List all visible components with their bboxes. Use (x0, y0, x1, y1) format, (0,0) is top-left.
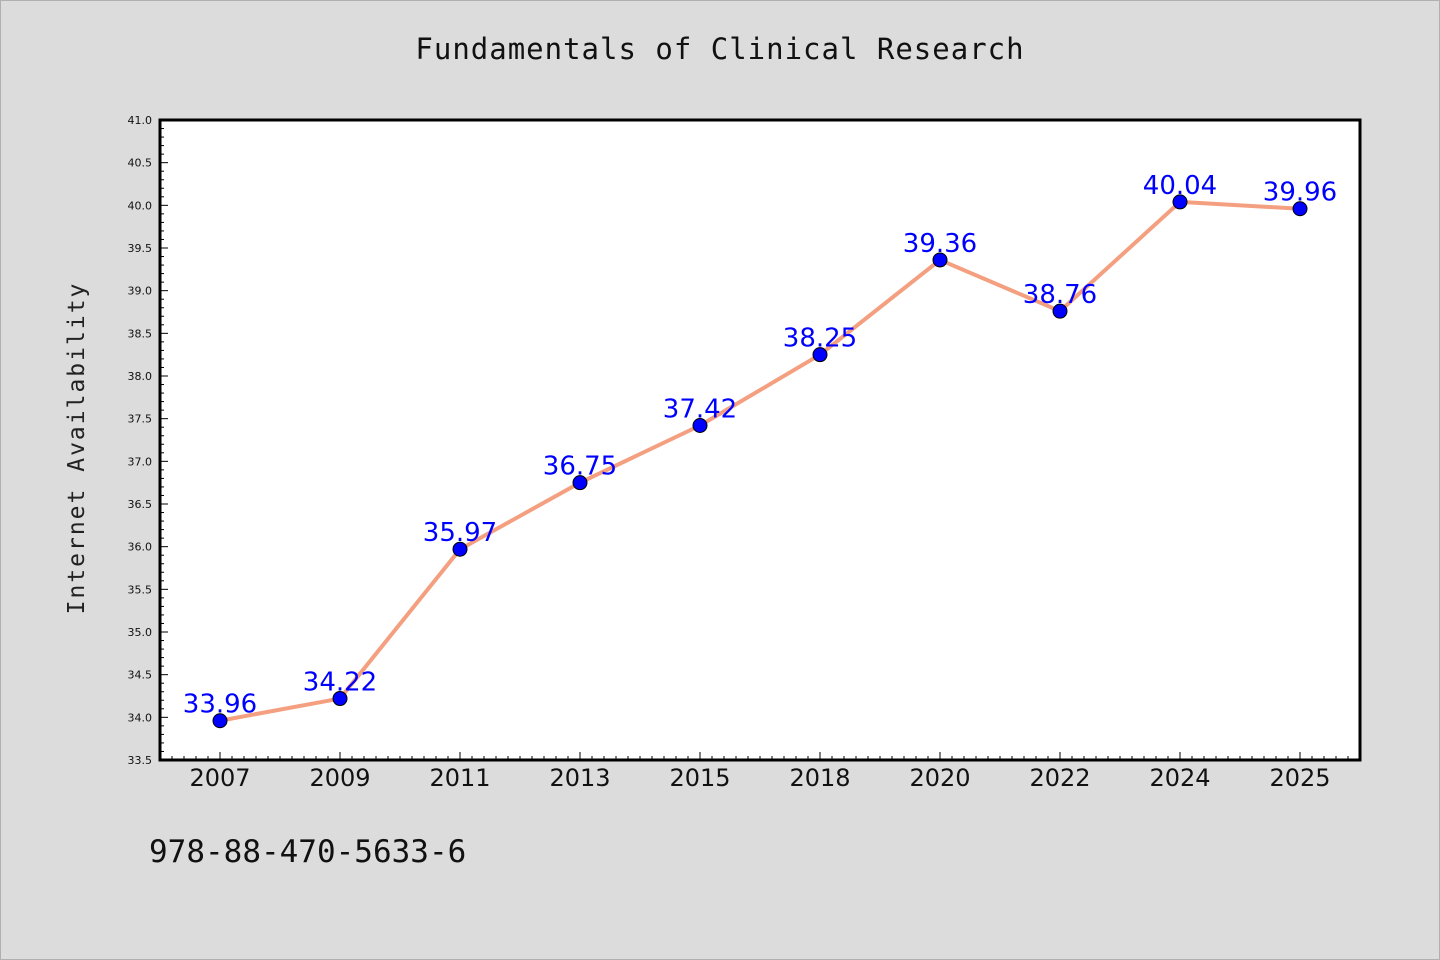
x-axis-ticks: 2007 2009 2011 2013 2015 2018 2020 2022 2024 2025 (171, 752, 1349, 792)
plot-border (158, 118, 1362, 762)
x-tick-label: 2020 (909, 764, 970, 792)
y-tick-label: 39.0 (128, 285, 153, 298)
data-point (1292, 201, 1308, 217)
y-tick-label: 40.0 (128, 199, 153, 212)
plot-area (160, 120, 1360, 760)
y-tick-label: 33.5 (128, 754, 153, 767)
data-point (452, 541, 468, 557)
x-tick-label: 2013 (549, 764, 610, 792)
x-tick-label: 2015 (669, 764, 730, 792)
x-tick-label: 2007 (189, 764, 250, 792)
y-tick-label: 36.0 (128, 541, 153, 554)
data-point (1172, 194, 1188, 210)
y-axis-ticks: 33.5 34.0 34.5 35.0 35.5 36.0 36.5 37.0 37.5 38.0… (128, 114, 168, 767)
data-point (572, 475, 588, 491)
x-tick-label: 2018 (789, 764, 850, 792)
x-tick-label: 2009 (309, 764, 370, 792)
x-tick-label: 2024 (1149, 764, 1210, 792)
x-tick-label: 2011 (429, 764, 490, 792)
chart-title: Fundamentals of Clinical Research (415, 32, 1025, 66)
y-tick-label: 40.5 (128, 157, 153, 170)
data-label: 37.42 (663, 394, 737, 424)
y-tick-label: 34.5 (128, 669, 153, 682)
data-label: 34.22 (303, 668, 377, 698)
y-tick-label: 35.5 (128, 583, 153, 596)
data-label: 36.75 (543, 452, 617, 482)
data-point (812, 347, 828, 363)
data-point (212, 713, 228, 729)
data-point (692, 417, 708, 433)
data-label: 39.96 (1263, 178, 1337, 208)
isbn-footer-text: 978-88-470-5633-6 (149, 834, 467, 870)
y-tick-label: 38.0 (128, 370, 153, 383)
y-tick-label: 38.5 (128, 327, 153, 340)
y-tick-label: 37.0 (128, 455, 153, 468)
y-tick-label: 41.0 (128, 114, 153, 127)
y-tick-label: 37.5 (128, 413, 153, 426)
y-tick-label: 35.0 (128, 626, 153, 639)
y-tick-label: 34.0 (128, 711, 153, 724)
data-labels: 33.96 34.22 35.97 36.75 37.42 38.25 39.36 38.76… (183, 171, 1337, 720)
y-tick-label: 39.5 (128, 242, 153, 255)
data-label: 40.04 (1143, 171, 1217, 201)
data-point (932, 252, 948, 268)
data-label: 39.36 (903, 229, 977, 259)
data-point (332, 691, 348, 707)
data-label: 38.76 (1023, 280, 1097, 310)
data-markers (212, 194, 1308, 729)
data-label: 33.96 (183, 690, 257, 720)
x-tick-label: 2025 (1269, 764, 1330, 792)
y-tick-label: 36.5 (128, 498, 153, 511)
data-point (1052, 303, 1068, 319)
data-label: 35.97 (423, 518, 497, 548)
data-label: 38.25 (783, 324, 857, 354)
series-line (218, 199, 1302, 723)
x-tick-label: 2022 (1029, 764, 1090, 792)
